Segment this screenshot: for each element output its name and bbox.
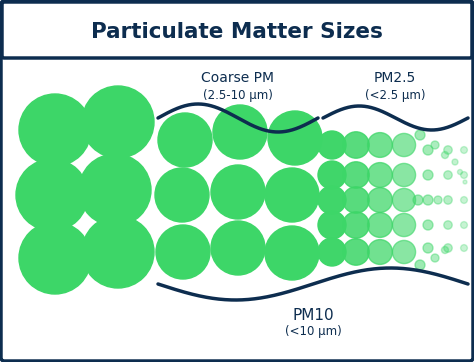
Circle shape — [415, 130, 425, 140]
Circle shape — [463, 180, 467, 184]
Text: Particulate Matter Sizes: Particulate Matter Sizes — [91, 22, 383, 42]
Circle shape — [19, 222, 91, 294]
Circle shape — [318, 211, 346, 239]
FancyBboxPatch shape — [2, 2, 472, 58]
Circle shape — [441, 152, 448, 159]
Circle shape — [211, 221, 265, 275]
Circle shape — [423, 170, 433, 180]
Circle shape — [155, 168, 209, 222]
Circle shape — [461, 147, 467, 153]
Circle shape — [318, 238, 346, 266]
Circle shape — [413, 195, 423, 205]
Circle shape — [82, 86, 154, 158]
Text: PM2.5: PM2.5 — [374, 71, 416, 85]
Circle shape — [368, 240, 392, 264]
Text: PM10: PM10 — [292, 307, 334, 323]
Circle shape — [423, 243, 433, 253]
Circle shape — [461, 245, 467, 251]
Circle shape — [343, 132, 369, 158]
Circle shape — [444, 244, 452, 252]
Circle shape — [156, 225, 210, 279]
Circle shape — [392, 163, 416, 186]
Circle shape — [265, 226, 319, 280]
Circle shape — [457, 169, 463, 174]
Text: Coarse PM: Coarse PM — [201, 71, 274, 85]
Circle shape — [434, 196, 442, 204]
Circle shape — [368, 188, 392, 212]
Circle shape — [343, 239, 369, 265]
Text: (<10 μm): (<10 μm) — [284, 325, 341, 338]
Circle shape — [343, 162, 369, 188]
Circle shape — [423, 220, 433, 230]
Circle shape — [392, 240, 416, 264]
Circle shape — [368, 132, 392, 157]
Circle shape — [318, 186, 346, 214]
Circle shape — [392, 188, 416, 212]
Circle shape — [368, 212, 392, 237]
Circle shape — [343, 212, 369, 238]
Circle shape — [392, 134, 416, 157]
Circle shape — [16, 159, 88, 231]
Circle shape — [318, 161, 346, 189]
Circle shape — [444, 221, 452, 229]
Circle shape — [265, 168, 319, 222]
Circle shape — [79, 154, 151, 226]
Circle shape — [82, 216, 154, 288]
Circle shape — [368, 163, 392, 188]
Circle shape — [415, 260, 425, 270]
Circle shape — [211, 165, 265, 219]
Circle shape — [213, 105, 267, 159]
Circle shape — [431, 141, 439, 149]
Circle shape — [431, 254, 439, 262]
Circle shape — [441, 247, 448, 253]
Circle shape — [19, 94, 91, 166]
Circle shape — [461, 222, 467, 228]
Circle shape — [318, 131, 346, 159]
Text: (2.5-10 μm): (2.5-10 μm) — [203, 89, 273, 102]
Circle shape — [423, 145, 433, 155]
Circle shape — [461, 172, 467, 178]
Circle shape — [268, 111, 322, 165]
Circle shape — [444, 171, 452, 179]
Circle shape — [452, 159, 458, 165]
Circle shape — [158, 113, 212, 167]
Circle shape — [444, 146, 452, 154]
Text: (<2.5 μm): (<2.5 μm) — [365, 89, 425, 102]
Circle shape — [461, 197, 467, 203]
Circle shape — [444, 196, 452, 204]
Circle shape — [423, 195, 433, 205]
Circle shape — [392, 214, 416, 237]
Circle shape — [343, 187, 369, 213]
